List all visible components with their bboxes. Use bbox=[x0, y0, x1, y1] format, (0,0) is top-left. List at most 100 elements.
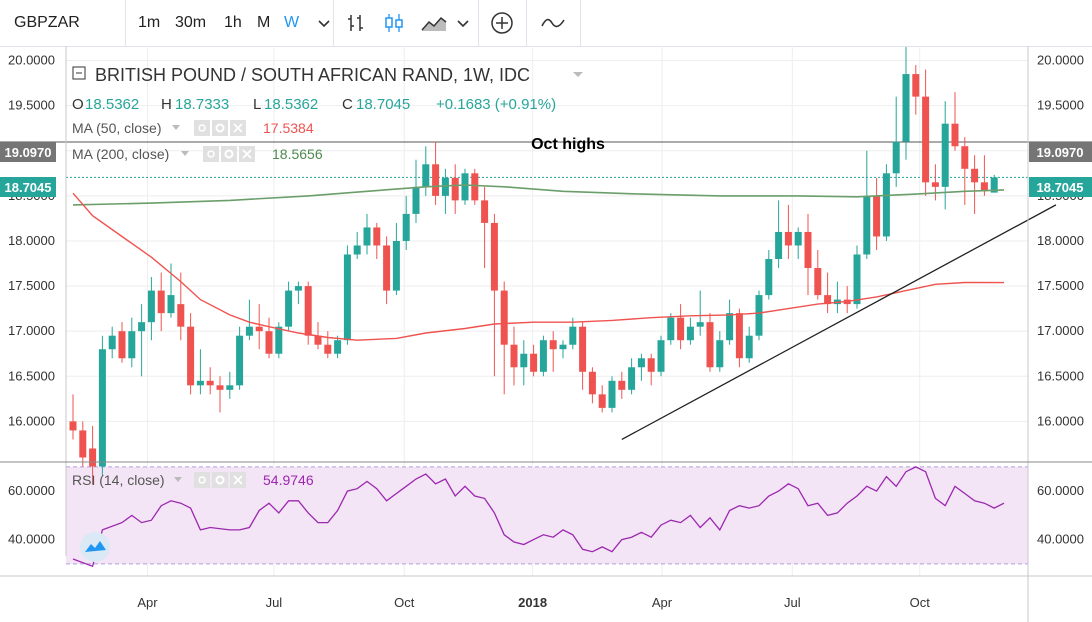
eye-icon-pupil bbox=[198, 476, 206, 484]
price-tick-label-right: 20.0000 bbox=[1037, 53, 1084, 68]
candle-body bbox=[824, 295, 832, 305]
ohlc-change: +0.1683 (+0.91%) bbox=[436, 96, 556, 113]
candle-body bbox=[304, 286, 312, 336]
ma200-legend-buttons[interactable] bbox=[203, 146, 255, 162]
interval-m[interactable]: M bbox=[257, 14, 271, 31]
candle-body bbox=[628, 367, 636, 390]
ohlc-low-label: L bbox=[253, 96, 261, 113]
interval-w[interactable]: W bbox=[284, 14, 300, 31]
candle-body bbox=[745, 335, 753, 359]
candle-body bbox=[579, 326, 587, 372]
candle-body bbox=[147, 290, 155, 323]
ma200-value: 18.5656 bbox=[272, 146, 323, 162]
toolbar-divider bbox=[478, 0, 479, 46]
candle-body bbox=[441, 177, 449, 196]
rsi-axis[interactable]: 40.0000 40.0000 60.0000 60.0000 bbox=[8, 483, 1084, 547]
candle-body bbox=[559, 344, 567, 350]
candle-body bbox=[79, 430, 87, 458]
trend-line[interactable] bbox=[621, 204, 1057, 441]
price-tick-label-left: 18.0000 bbox=[8, 233, 55, 248]
price-tick-label-left: 16.5000 bbox=[8, 368, 55, 383]
interval-1m[interactable]: 1m bbox=[138, 14, 161, 31]
candle-body bbox=[157, 290, 165, 314]
candle-body bbox=[432, 164, 440, 196]
top-toolbar: GBPZAR 1m 30m 1h M W bbox=[0, 0, 1092, 47]
eye-icon[interactable] bbox=[194, 120, 210, 136]
annotation-oct-highs[interactable]: Oct highs bbox=[531, 136, 605, 153]
candle-style-icon[interactable] bbox=[383, 13, 405, 33]
interval-30m[interactable]: 30m bbox=[175, 14, 207, 31]
gear-icon[interactable] bbox=[212, 472, 228, 488]
candle-body bbox=[539, 340, 547, 372]
candle-body bbox=[275, 326, 283, 354]
candle-body bbox=[931, 182, 939, 187]
toolbar-divider bbox=[333, 0, 334, 46]
candles bbox=[69, 47, 998, 485]
eye-icon[interactable] bbox=[203, 146, 219, 162]
tradingview-logo-icon[interactable] bbox=[80, 532, 110, 562]
chevron-down-icon[interactable] bbox=[172, 125, 180, 130]
price-tick-label-left: 16.0000 bbox=[8, 413, 55, 428]
ma50-legend-buttons[interactable] bbox=[194, 120, 246, 136]
candle-body bbox=[726, 313, 734, 341]
time-axis[interactable]: Apr Jul Oct 2018 Apr Jul Oct bbox=[137, 595, 930, 610]
rsi-line bbox=[72, 466, 1005, 568]
candle-body bbox=[735, 313, 743, 359]
resistance-badge-left-text: 19.0970 bbox=[5, 145, 52, 160]
rsi-legend-buttons[interactable] bbox=[194, 472, 246, 488]
add-compare-icon[interactable] bbox=[490, 11, 514, 35]
toolbar-divider bbox=[125, 0, 126, 46]
candle-body bbox=[598, 394, 606, 408]
time-tick-label: Jul bbox=[784, 595, 801, 610]
candle-body bbox=[549, 340, 557, 350]
ma200-line bbox=[72, 184, 1005, 206]
price-tick-label-left: 20.0000 bbox=[8, 53, 55, 68]
candle-body bbox=[353, 245, 361, 255]
candle-body bbox=[471, 173, 479, 201]
chevron-down-icon[interactable] bbox=[452, 13, 474, 33]
ohlc-low-value: 18.5362 bbox=[264, 96, 318, 113]
bar-style-icon[interactable] bbox=[345, 13, 367, 33]
candle-body bbox=[637, 358, 645, 368]
collapse-icon[interactable] bbox=[72, 66, 86, 80]
ohlc-high-label: H bbox=[161, 96, 172, 113]
last-price-badge-left bbox=[0, 177, 56, 197]
candle-body bbox=[922, 96, 930, 183]
indicators-icon[interactable] bbox=[540, 13, 566, 33]
candle-body bbox=[618, 380, 626, 390]
chevron-down-icon[interactable] bbox=[181, 151, 189, 156]
resistance-badge-left bbox=[0, 142, 56, 162]
price-tick-label-right: 18.0000 bbox=[1037, 233, 1084, 248]
gear-icon[interactable] bbox=[212, 120, 228, 136]
candle-body bbox=[216, 385, 224, 390]
eye-icon[interactable] bbox=[194, 472, 210, 488]
area-style-icon[interactable] bbox=[420, 13, 448, 33]
price-chart[interactable]: 16.0000 16.0000 16.5000 16.5000 17.0000 17.00… bbox=[0, 46, 1092, 622]
candle-body bbox=[138, 322, 146, 332]
gear-icon[interactable] bbox=[221, 146, 237, 162]
time-tick-label: Oct bbox=[910, 595, 931, 610]
candle-body bbox=[451, 177, 459, 201]
candle-body bbox=[402, 213, 410, 241]
candle-body bbox=[285, 290, 293, 327]
gear-icon-ring bbox=[215, 123, 225, 133]
toolbar-divider bbox=[526, 0, 527, 46]
interval-1h[interactable]: 1h bbox=[224, 14, 242, 31]
candle-body bbox=[775, 231, 783, 260]
last-price-badge-left-text: 18.7045 bbox=[5, 180, 52, 195]
time-tick-label: Apr bbox=[652, 595, 673, 610]
candle-body bbox=[206, 380, 214, 386]
candle-body bbox=[177, 304, 185, 327]
chevron-down-icon[interactable] bbox=[573, 72, 583, 77]
candle-body bbox=[383, 245, 391, 291]
gear-icon-ring bbox=[224, 149, 234, 159]
price-tick-label-right: 16.5000 bbox=[1037, 368, 1084, 383]
chevron-down-icon[interactable] bbox=[174, 477, 182, 482]
chevron-down-icon[interactable] bbox=[313, 13, 335, 33]
rsi-tick-label-right: 60.0000 bbox=[1037, 483, 1084, 498]
close-icon-cross bbox=[233, 123, 243, 133]
candle-body bbox=[863, 195, 871, 255]
symbol-search[interactable]: GBPZAR bbox=[14, 14, 80, 31]
price-tick-label-right: 16.0000 bbox=[1037, 413, 1084, 428]
candle-body bbox=[520, 353, 528, 368]
